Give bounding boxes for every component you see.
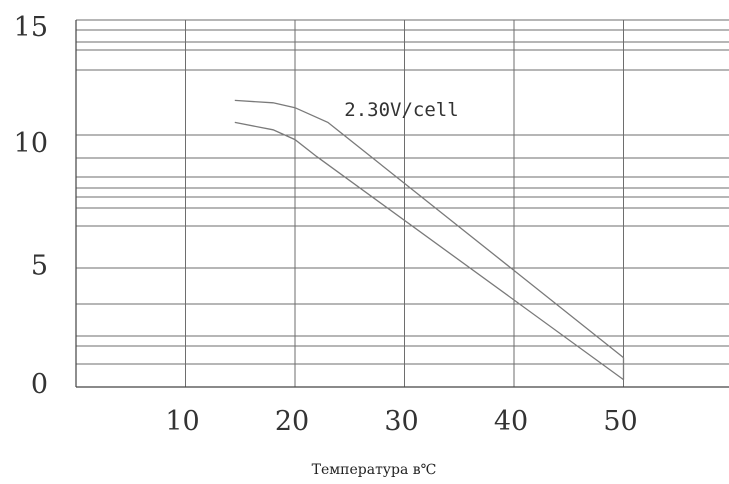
- y-tick-labels: 15 10 5 0: [14, 12, 48, 400]
- x-tick-labels: 10 20 30 40 50: [165, 406, 637, 437]
- x-axis-label: Температура в℃: [312, 462, 437, 478]
- x-tick-label: 40: [494, 406, 528, 437]
- x-tick-label: 50: [603, 406, 637, 437]
- series-lower-line: [234, 121, 624, 381]
- x-tick-label: 30: [384, 406, 418, 437]
- y-tick-label: 15: [14, 12, 48, 43]
- vertical-grid: [185, 20, 624, 387]
- y-tick-label: 5: [31, 251, 48, 282]
- x-tick-label: 10: [165, 406, 199, 437]
- x-tick-label: 20: [275, 406, 309, 437]
- horizontal-grid: [76, 19, 729, 388]
- curve-annotation: 2.30V/cell: [344, 99, 458, 121]
- y-tick-label: 10: [14, 128, 48, 159]
- voltage-band: [234, 99, 625, 381]
- y-tick-label: 0: [31, 369, 48, 400]
- series-upper-line: [234, 99, 624, 359]
